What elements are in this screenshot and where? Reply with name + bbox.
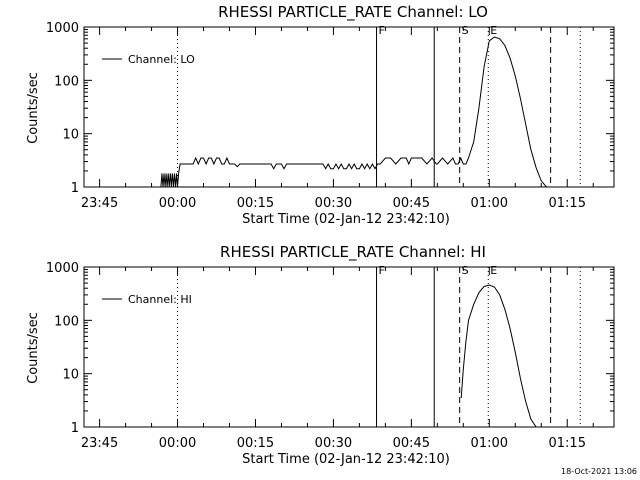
lo-x-tick-label: 00:15 — [237, 196, 274, 211]
lo-y-tick-label: 10 — [62, 128, 79, 143]
lo-plot-frame — [83, 26, 615, 188]
lo-channel-panel: RHESSI PARTICLE_RATE Channel: LO Counts/… — [26, 3, 615, 227]
hi-x-tick-label: 00:45 — [393, 436, 430, 451]
hi-channel-panel: RHESSI PARTICLE_RATE Channel: HI Counts/… — [26, 243, 615, 467]
lo-x-tick-label: 00:00 — [159, 196, 196, 211]
lo-x-tick-label: 23:45 — [81, 196, 118, 211]
hi-x-tick-label: 00:15 — [237, 436, 274, 451]
lo-x-tick-label: 00:45 — [393, 196, 430, 211]
hi-y-axis-label: Counts/sec — [26, 312, 41, 384]
hi-x-tick-label: 00:00 — [159, 436, 196, 451]
generation-timestamp: 18-Oct-2021 13:06 — [561, 467, 637, 476]
hi-x-tick-label: 01:15 — [549, 436, 586, 451]
hi-chart-title: RHESSI PARTICLE_RATE Channel: HI — [220, 243, 486, 262]
hi-x-tick-label: 00:30 — [315, 436, 352, 451]
hi-plot-frame — [83, 266, 615, 428]
lo-legend-label: Channel: LO — [128, 53, 195, 66]
lo-x-tick-label: 00:30 — [315, 196, 352, 211]
hi-plot-area: 23:45 00:00 00:15 00:30 00:45 01:00 01:15 1 10 10… — [46, 261, 615, 451]
lo-particle-rate-line — [160, 36, 552, 188]
hi-y-tick-label: 1000 — [46, 261, 79, 276]
lo-y-tick-label: 100 — [54, 74, 79, 89]
hi-x-tick-label: 01:00 — [471, 436, 508, 451]
lo-x-tick-label: 01:15 — [549, 196, 586, 211]
lo-event-marker-label: E — [490, 24, 497, 37]
hi-particle-rate-line — [460, 284, 542, 428]
hi-y-tick-label: 10 — [62, 368, 79, 383]
hi-y-tick-label: 100 — [54, 314, 79, 329]
lo-y-axis-label: Counts/sec — [26, 72, 41, 144]
lo-y-tick-label: 1 — [71, 181, 79, 196]
lo-event-marker-label: S — [462, 24, 469, 37]
hi-event-marker-label: F — [379, 264, 385, 277]
lo-y-tick-label: 1000 — [46, 21, 79, 36]
hi-x-tick-label: 23:45 — [81, 436, 118, 451]
hi-legend-label: Channel: HI — [128, 293, 192, 306]
hi-event-marker-label: S — [462, 264, 469, 277]
lo-event-marker-label: F — [379, 24, 385, 37]
lo-plot-area: 23:45 00:00 00:15 00:30 00:45 01:00 01:15 1 10 10… — [46, 21, 615, 211]
lo-x-tick-label: 01:00 — [471, 196, 508, 211]
lo-x-axis-label: Start Time (02-Jan-12 23:42:10) — [242, 212, 450, 227]
hi-event-marker-label: E — [490, 264, 497, 277]
lo-chart-title: RHESSI PARTICLE_RATE Channel: LO — [218, 3, 488, 22]
hi-y-tick-label: 1 — [71, 421, 79, 436]
hi-x-axis-label: Start Time (02-Jan-12 23:42:10) — [242, 452, 450, 467]
